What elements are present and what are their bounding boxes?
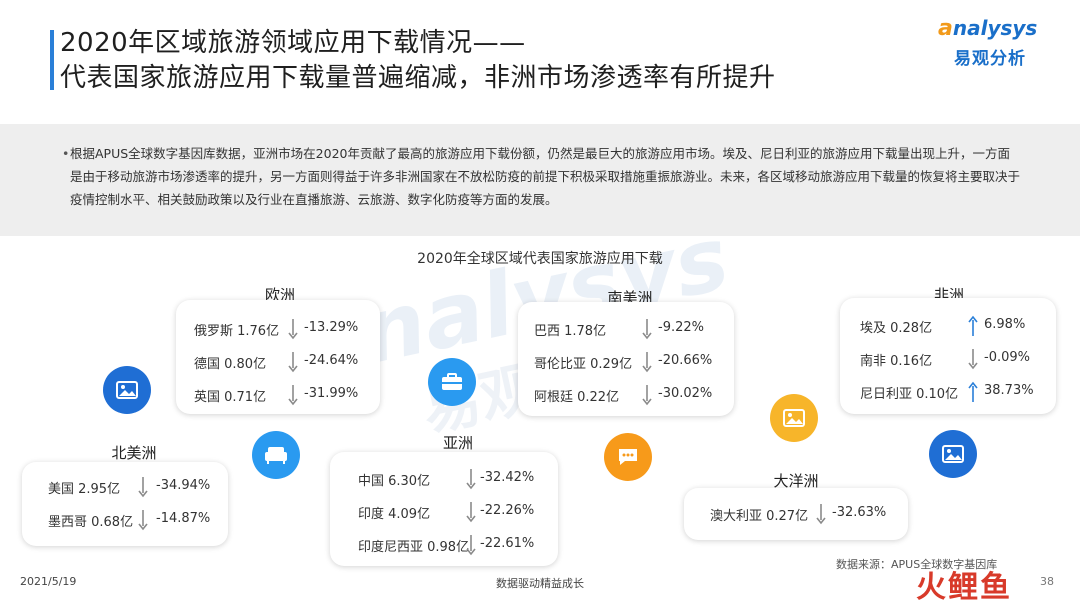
page-title-line1: 2020年区域旅游领域应用下载情况—— — [60, 28, 526, 58]
logo-wordmark: analysys — [938, 16, 1038, 41]
page-title-line2: 代表国家旅游应用下载量普遍缩减，非洲市场渗透率有所提升 — [60, 63, 776, 93]
country-value: 南非 0.16亿 — [860, 354, 933, 369]
country-row: 中国 6.30亿 -32.42% — [330, 468, 558, 492]
growth-rate: -32.42% — [480, 470, 535, 485]
image-icon — [103, 366, 151, 414]
country-row: 墨西哥 0.68亿 -14.87% — [22, 509, 228, 533]
arrow-down-icon — [138, 509, 148, 531]
watermark-stamp: 火鲤鱼 — [916, 562, 1066, 606]
country-value: 哥伦比亚 0.29亿 — [534, 357, 633, 372]
country-value: 埃及 0.28亿 — [860, 321, 933, 336]
arrow-down-icon — [466, 534, 476, 556]
arrow-down-icon — [642, 384, 652, 406]
footer-date: 2021/5/19 — [20, 575, 77, 588]
country-value: 巴西 1.78亿 — [534, 324, 607, 339]
intro-bullet: • — [62, 146, 70, 161]
country-row: 印度尼西亚 0.98亿 -22.61% — [330, 534, 558, 558]
region-name-europe: 欧洲 — [264, 286, 295, 304]
arrow-down-icon — [288, 384, 298, 406]
growth-rate: -30.02% — [658, 386, 713, 401]
stamp-text: 火鲤鱼 — [916, 570, 1012, 605]
country-value: 印度尼西亚 0.98亿 — [358, 540, 470, 555]
arrow-up-icon — [968, 315, 978, 337]
region-card-south-america: 巴西 1.78亿 -9.22% 哥伦比亚 0.29亿 -20.66% 阿根廷 0.22亿… — [518, 302, 734, 416]
arrow-down-icon — [288, 318, 298, 340]
country-row: 德国 0.80亿 -24.64% — [176, 351, 380, 375]
country-row: 哥伦比亚 0.29亿 -20.66% — [518, 351, 734, 375]
country-row: 印度 4.09亿 -22.26% — [330, 501, 558, 525]
intro-text: 根据APUS全球数字基因库数据，亚洲市场在2020年贡献了最高的旅游应用下载份额… — [70, 146, 1021, 207]
arrow-down-icon — [466, 501, 476, 523]
country-row: 美国 2.95亿 -34.94% — [22, 476, 228, 500]
chart-title: 2020年全球区域代表国家旅游应用下载 — [417, 251, 663, 267]
country-value: 墨西哥 0.68亿 — [48, 515, 134, 530]
image-icon — [929, 430, 977, 478]
country-value: 尼日利亚 0.10亿 — [860, 387, 959, 402]
region-card-oceania: 澳大利亚 0.27亿 -32.63% — [684, 488, 908, 540]
country-value: 俄罗斯 1.76亿 — [194, 324, 280, 339]
growth-rate: -32.63% — [832, 505, 887, 520]
footer-slogan: 数据驱动精益成长 — [496, 577, 584, 590]
growth-rate: -22.61% — [480, 536, 535, 551]
country-row: 南非 0.16亿 -0.09% — [840, 348, 1056, 372]
region-name-oceania: 大洋洲 — [773, 472, 819, 490]
sofa-icon — [252, 431, 300, 479]
growth-rate: -22.26% — [480, 503, 535, 518]
country-value: 阿根廷 0.22亿 — [534, 390, 620, 405]
region-card-europe: 俄罗斯 1.76亿 -13.29% 德国 0.80亿 -24.64% 英国 0.71亿 -… — [176, 300, 380, 414]
intro-panel: • 根据APUS全球数字基因库数据，亚洲市场在2020年贡献了最高的旅游应用下载… — [0, 124, 1080, 236]
analysys-logo: analysys 易观分析 — [938, 16, 1048, 72]
country-row: 阿根廷 0.22亿 -30.02% — [518, 384, 734, 408]
country-value: 英国 0.71亿 — [194, 390, 267, 405]
arrow-down-icon — [968, 348, 978, 370]
page-title: 2020年区域旅游领域应用下载情况—— 代表国家旅游应用下载量普遍缩减，非洲市场… — [60, 26, 776, 96]
region-card-north-america: 美国 2.95亿 -34.94% 墨西哥 0.68亿 -14.87% — [22, 462, 228, 546]
arrow-down-icon — [288, 351, 298, 373]
arrow-down-icon — [138, 476, 148, 498]
page-number: 38 — [1040, 575, 1054, 588]
region-card-asia: 中国 6.30亿 -32.42% 印度 4.09亿 -22.26% 印度尼西亚 0.98… — [330, 452, 558, 566]
country-row: 尼日利亚 0.10亿 38.73% — [840, 381, 1056, 405]
country-row: 巴西 1.78亿 -9.22% — [518, 318, 734, 342]
country-value: 德国 0.80亿 — [194, 357, 267, 372]
title-accent-bar — [50, 30, 54, 90]
country-value: 中国 6.30亿 — [358, 474, 431, 489]
arrow-down-icon — [642, 318, 652, 340]
country-row: 澳大利亚 0.27亿 -32.63% — [684, 503, 908, 527]
arrow-down-icon — [642, 351, 652, 373]
region-name-asia: 亚洲 — [442, 434, 473, 452]
growth-rate: -24.64% — [304, 353, 359, 368]
arrow-down-icon — [816, 503, 826, 525]
growth-rate: -0.09% — [984, 350, 1030, 365]
data-source: 数据来源：APUS全球数字基因库 — [836, 558, 998, 571]
chat-icon — [604, 433, 652, 481]
growth-rate: -20.66% — [658, 353, 713, 368]
growth-rate: 38.73% — [984, 383, 1034, 398]
country-row: 英国 0.71亿 -31.99% — [176, 384, 380, 408]
logo-chinese: 易观分析 — [954, 49, 1026, 69]
arrow-up-icon — [968, 381, 978, 403]
growth-rate: -9.22% — [658, 320, 704, 335]
briefcase-icon — [428, 358, 476, 406]
arrow-down-icon — [466, 468, 476, 490]
region-card-africa: 埃及 0.28亿 6.98% 南非 0.16亿 -0.09% 尼日利亚 0.10亿 38.… — [840, 298, 1056, 414]
growth-rate: -34.94% — [156, 478, 211, 493]
growth-rate: -13.29% — [304, 320, 359, 335]
region-name-north-america: 北美洲 — [111, 444, 157, 462]
growth-rate: -31.99% — [304, 386, 359, 401]
growth-rate: -14.87% — [156, 511, 211, 526]
image-icon — [770, 394, 818, 442]
country-value: 印度 4.09亿 — [358, 507, 431, 522]
country-row: 埃及 0.28亿 6.98% — [840, 315, 1056, 339]
country-value: 澳大利亚 0.27亿 — [710, 509, 809, 524]
country-row: 俄罗斯 1.76亿 -13.29% — [176, 318, 380, 342]
country-value: 美国 2.95亿 — [48, 482, 121, 497]
growth-rate: 6.98% — [984, 317, 1026, 332]
